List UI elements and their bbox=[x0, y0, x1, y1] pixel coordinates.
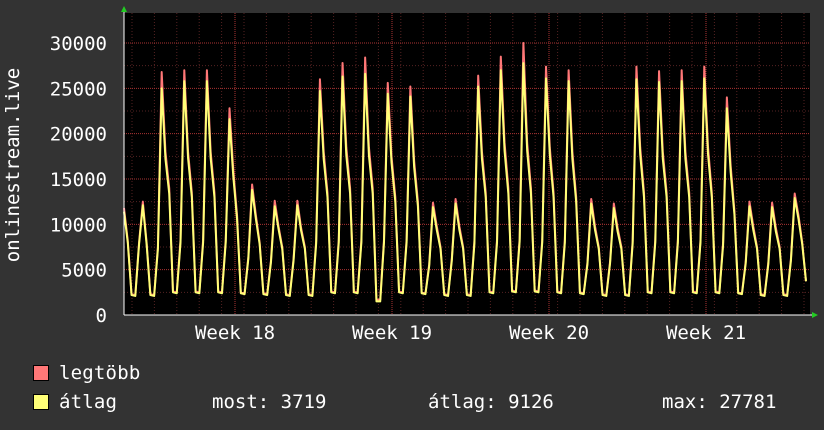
legend-swatch-max bbox=[33, 365, 49, 381]
legend-item-max: legtöbb bbox=[33, 362, 140, 384]
y-tick-label: 0 bbox=[96, 305, 107, 327]
y-tick-label: 25000 bbox=[50, 78, 107, 100]
stat-max: max: 27781 bbox=[662, 391, 776, 413]
y-tick-label: 20000 bbox=[50, 124, 107, 146]
x-tick-label: Week 20 bbox=[509, 322, 589, 344]
x-axis-arrow bbox=[812, 312, 818, 318]
y-axis-arrow bbox=[121, 6, 127, 12]
y-axis-label: onlinestream.live bbox=[2, 68, 24, 262]
x-tick-label: Week 21 bbox=[666, 322, 746, 344]
legend-label-avg: átlag bbox=[59, 391, 117, 413]
y-tick-label: 30000 bbox=[50, 33, 107, 55]
x-tick-label: Week 19 bbox=[352, 322, 432, 344]
legend-item-avg: átlag bbox=[33, 391, 117, 413]
x-tick-label: Week 18 bbox=[195, 322, 275, 344]
legend-label-max: legtöbb bbox=[59, 362, 140, 384]
stat-current: most: 3719 bbox=[212, 391, 326, 413]
y-tick-label: 5000 bbox=[61, 260, 107, 282]
y-tick-label: 15000 bbox=[50, 169, 107, 191]
y-tick-label: 10000 bbox=[50, 214, 107, 236]
stat-average: átlag: 9126 bbox=[428, 391, 554, 413]
legend-swatch-avg bbox=[33, 394, 49, 410]
